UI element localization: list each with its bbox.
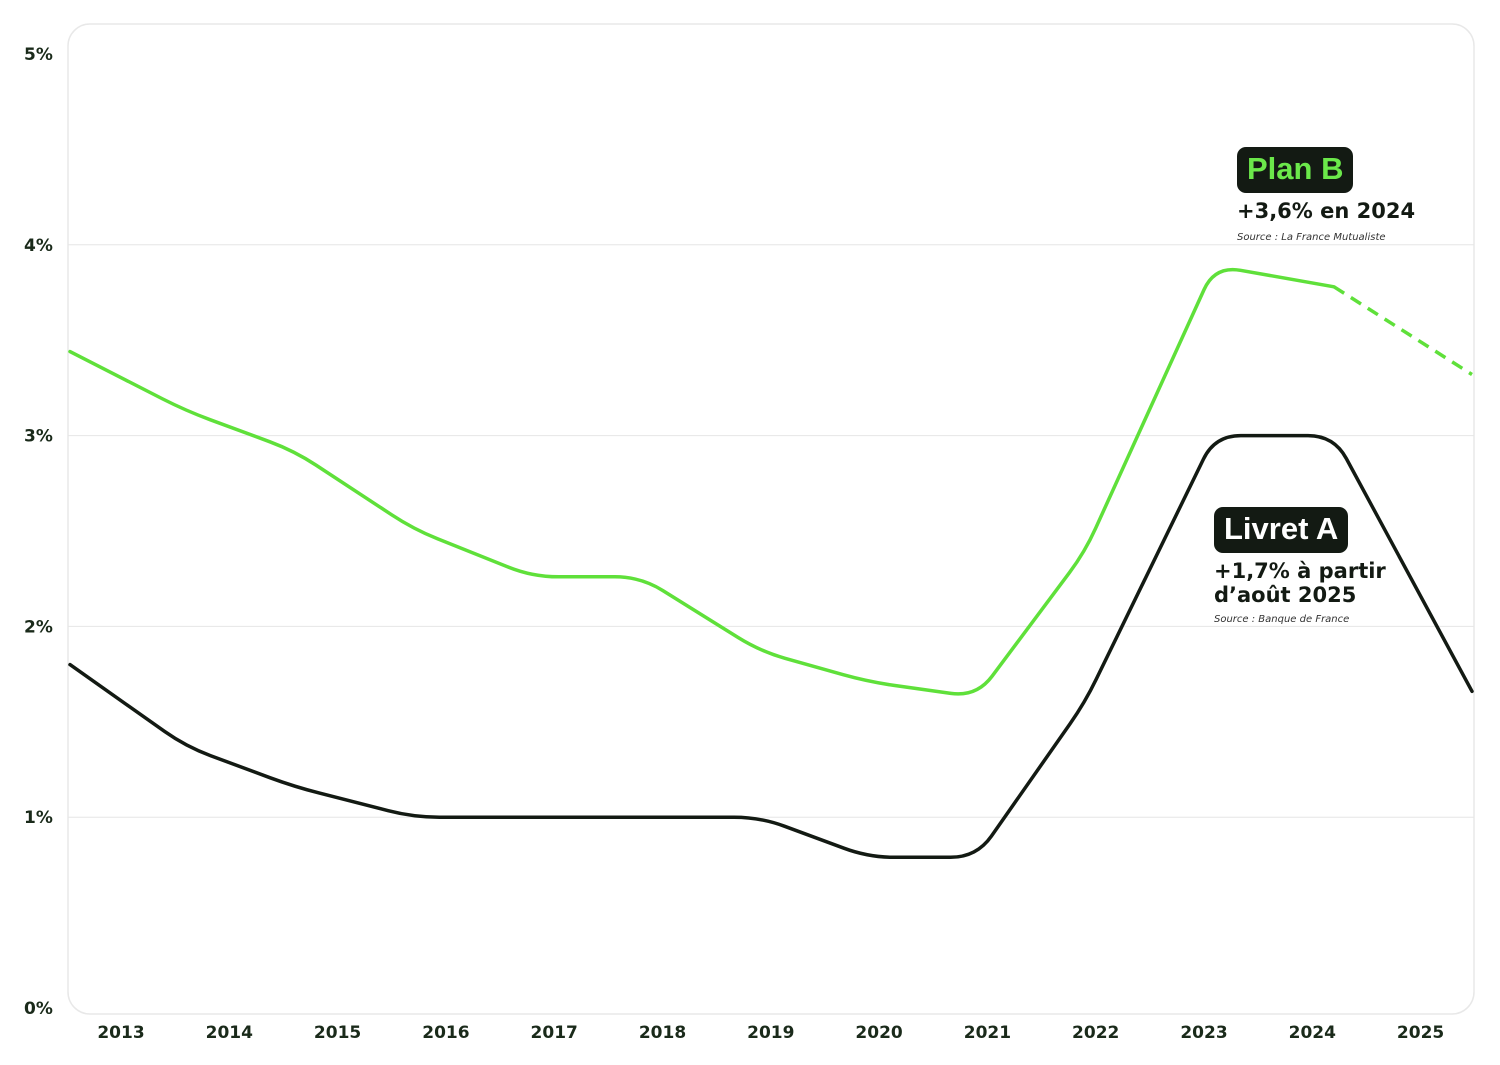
x-tick-label: 2017 [531, 1023, 578, 1043]
y-tick-label: 2% [24, 617, 53, 637]
x-tick-label: 2018 [639, 1023, 686, 1043]
livret-a-note: +1,7% à partir d’août 2025 [1214, 559, 1386, 607]
series-line-livret-a [68, 433, 1474, 860]
x-tick-label: 2016 [422, 1023, 469, 1043]
plan-b-label: Plan B [1237, 147, 1354, 193]
x-tick-label: 2023 [1180, 1023, 1227, 1043]
livret-a-source: Source : Banque de France [1214, 614, 1350, 625]
y-tick-label: 1% [24, 808, 53, 828]
x-tick-label: 2019 [747, 1023, 794, 1043]
x-axis: 2013 2014 2015 2016 2017 2018 2019 2020 2021 2022… [97, 1023, 1444, 1043]
livret-a-note-line1: +1,7% à partir [1214, 559, 1386, 583]
x-tick-label: 2013 [97, 1023, 144, 1043]
y-tick-label: 3% [24, 427, 53, 447]
y-tick-label: 5% [24, 45, 53, 65]
x-tick-label: 2024 [1289, 1023, 1336, 1043]
livret-a-callout: Livret A +1,7% à partir d’août 2025 Sour… [1214, 507, 1386, 625]
plan-b-note: +3,6% en 2024 [1237, 199, 1416, 223]
x-tick-label: 2014 [206, 1023, 253, 1043]
plan-b-callout: Plan B +3,6% en 2024 Source : La France … [1237, 147, 1415, 243]
livret-a-label: Livret A [1214, 507, 1349, 553]
plan-b-source: Source : La France Mutualiste [1237, 232, 1386, 243]
x-tick-label: 2022 [1072, 1023, 1119, 1043]
series-line-plan-b [68, 267, 1336, 696]
x-tick-label: 2021 [964, 1023, 1011, 1043]
livret-a-note-line2: d’août 2025 [1214, 583, 1357, 607]
y-tick-label: 0% [24, 999, 53, 1019]
y-tick-label: 4% [24, 236, 53, 256]
y-axis: 0% 1% 2% 3% 4% 5% [24, 45, 53, 1019]
series-lines [68, 267, 1474, 860]
x-tick-label: 2020 [855, 1023, 902, 1043]
plot-area-frame [67, 23, 1475, 1015]
x-tick-label: 2015 [314, 1023, 361, 1043]
series-line-plan-b-projection [1333, 285, 1473, 376]
x-tick-label: 2025 [1397, 1023, 1444, 1043]
